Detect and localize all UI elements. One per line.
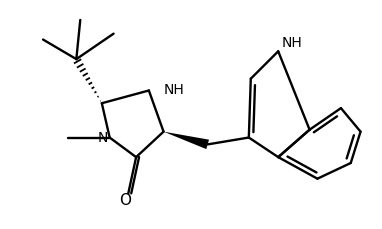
Text: NH: NH [281, 36, 302, 50]
Text: O: O [119, 193, 131, 208]
Text: N: N [98, 131, 108, 144]
Text: NH: NH [163, 82, 184, 96]
Polygon shape [163, 132, 209, 149]
